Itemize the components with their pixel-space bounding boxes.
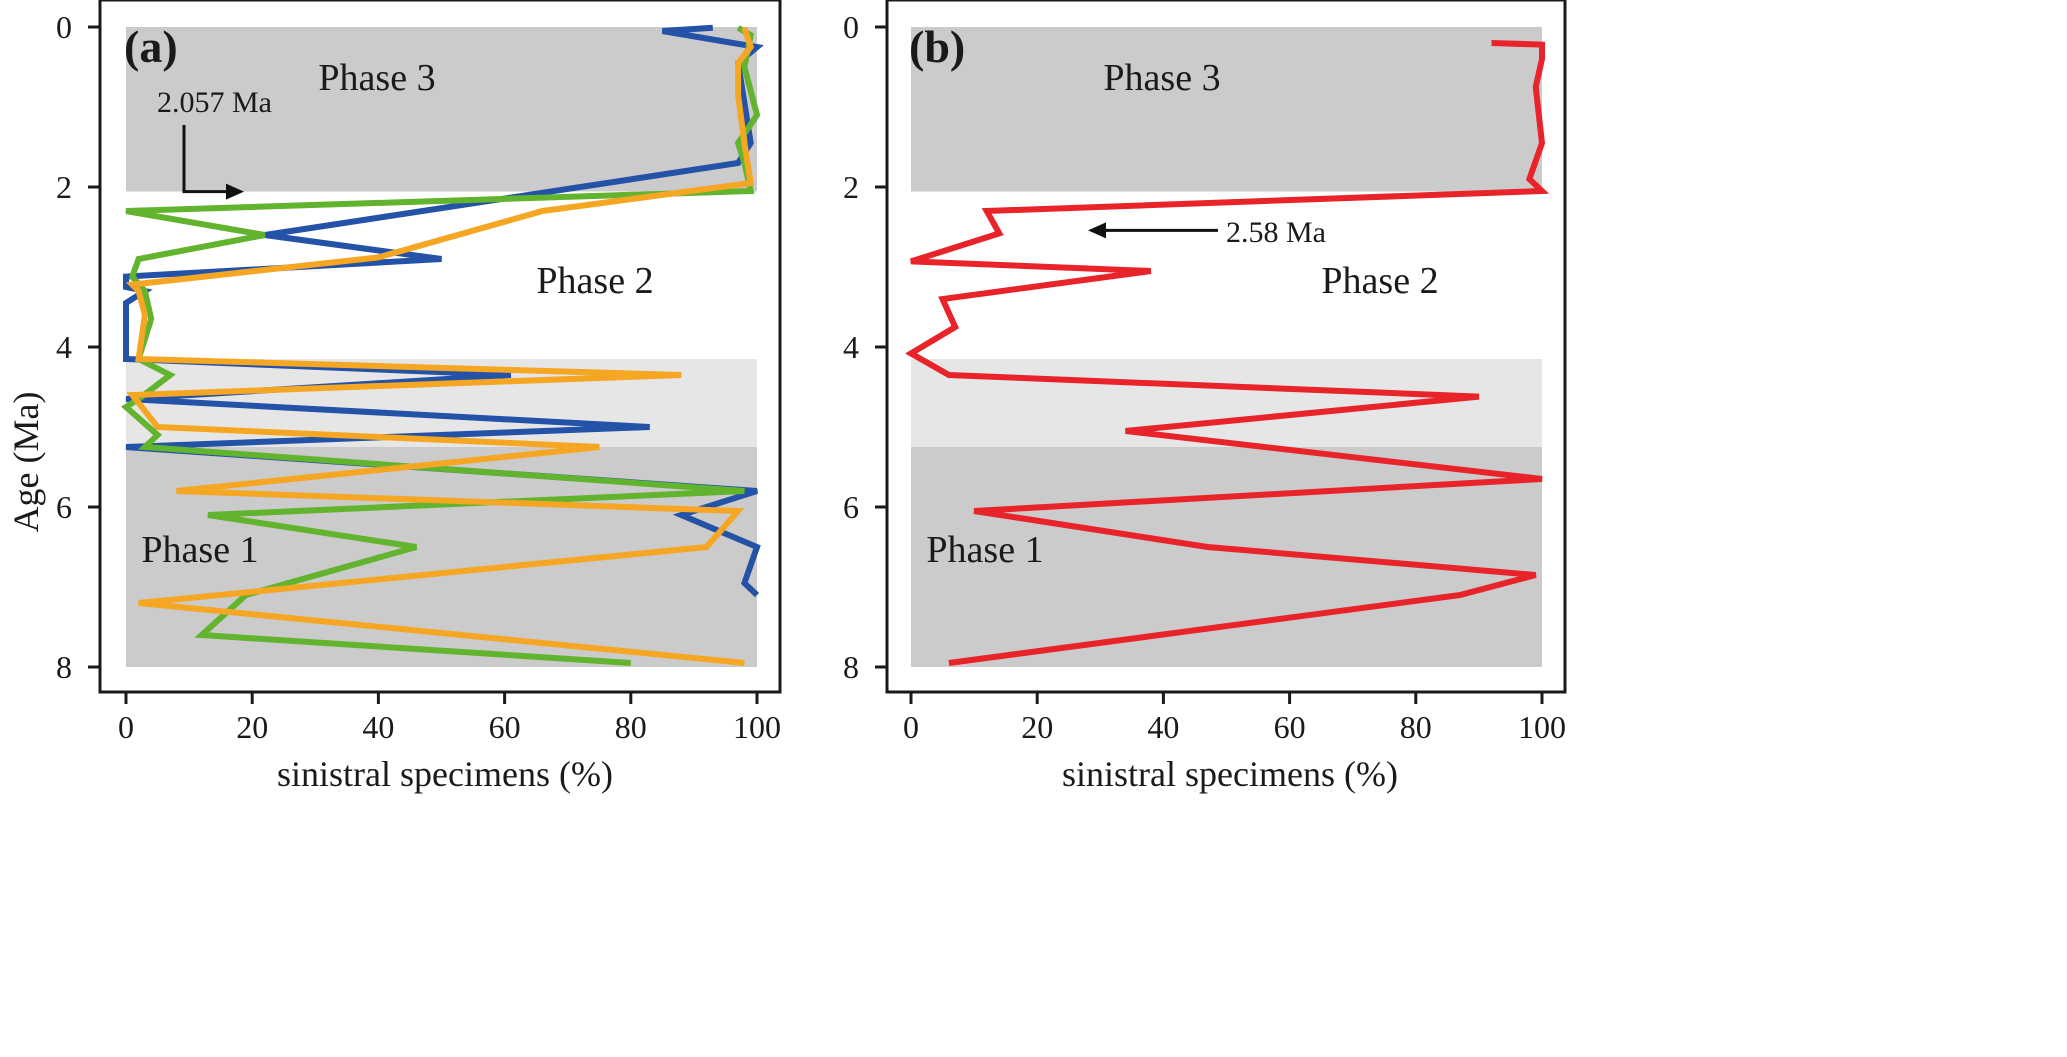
panel-b: 0 20 40 60 80 100 0 2 4 6 8 (b) Phase 3 …	[843, 0, 1567, 794]
panel-a-x-ticks: 0 20 40 60 80 100	[118, 692, 781, 745]
panel-a-series	[121, 24, 764, 666]
x-tick-label: 0	[118, 709, 134, 745]
x-tick-label: 80	[1400, 709, 1432, 745]
phase-2-label: Phase 2	[1321, 260, 1438, 302]
y-tick-label: 2	[56, 169, 72, 205]
y-tick-label: 0	[56, 9, 72, 45]
y-tick-label: 8	[843, 649, 859, 685]
series-line-red	[905, 40, 1550, 666]
phase-3-label: Phase 3	[1103, 57, 1220, 99]
arrow-right-icon	[182, 125, 228, 194]
x-tick-label: 20	[1021, 709, 1053, 745]
arrowhead-icon	[226, 183, 244, 200]
x-tick-label: 100	[733, 709, 781, 745]
phase-1-label: Phase 1	[141, 529, 258, 571]
x-axis-title: sinistral specimens (%)	[277, 754, 613, 794]
panel-a-annotation: 2.057 Ma	[157, 86, 272, 200]
x-tick-label: 100	[1518, 709, 1566, 745]
phase-2-label: Phase 2	[536, 260, 653, 302]
panel-letter: (b)	[909, 21, 965, 72]
x-tick-label: 60	[1274, 709, 1306, 745]
y-tick-label: 6	[843, 489, 859, 525]
band-phase3	[911, 27, 1542, 192]
y-tick-label: 6	[56, 489, 72, 525]
x-tick-label: 0	[903, 709, 919, 745]
y-tick-label: 0	[843, 9, 859, 45]
x-tick-label: 60	[489, 709, 521, 745]
band-phase3	[126, 27, 757, 192]
y-tick-label: 8	[56, 649, 72, 685]
series-line-green	[121, 25, 761, 666]
y-tick-label: 2	[843, 169, 859, 205]
x-axis-title: sinistral specimens (%)	[1062, 754, 1398, 794]
y-axis-title: Age (Ma)	[6, 392, 46, 533]
panel-b-bands	[911, 27, 1542, 667]
panel-b-x-ticks: 0 20 40 60 80 100	[903, 692, 1566, 745]
band-phase2	[911, 191, 1542, 359]
series-line-blue	[123, 24, 764, 598]
panel-a-y-ticks: 0 2 4 6 8	[56, 9, 100, 685]
phase-3-label: Phase 3	[318, 57, 435, 99]
arrowhead-icon	[1088, 222, 1106, 239]
x-tick-label: 20	[236, 709, 268, 745]
band-transition	[911, 359, 1542, 447]
x-tick-label: 40	[1147, 709, 1179, 745]
panel-b-y-ticks: 0 2 4 6 8	[843, 9, 887, 685]
series-line-orange	[125, 26, 755, 666]
annotation-label: 2.58 Ma	[1226, 216, 1326, 249]
y-tick-label: 4	[843, 329, 859, 365]
panel-b-series	[905, 40, 1550, 666]
x-tick-label: 40	[362, 709, 394, 745]
panel-a: 0 20 40 60 80 100 0 2 4 6 8 (a) Phase 3 …	[56, 0, 782, 794]
x-tick-label: 80	[615, 709, 647, 745]
y-tick-label: 4	[56, 329, 72, 365]
panel-letter: (a)	[124, 21, 178, 72]
phase-1-label: Phase 1	[926, 529, 1043, 571]
panel-b-annotation: 2.58 Ma	[1088, 216, 1326, 249]
annotation-label: 2.057 Ma	[157, 86, 272, 119]
